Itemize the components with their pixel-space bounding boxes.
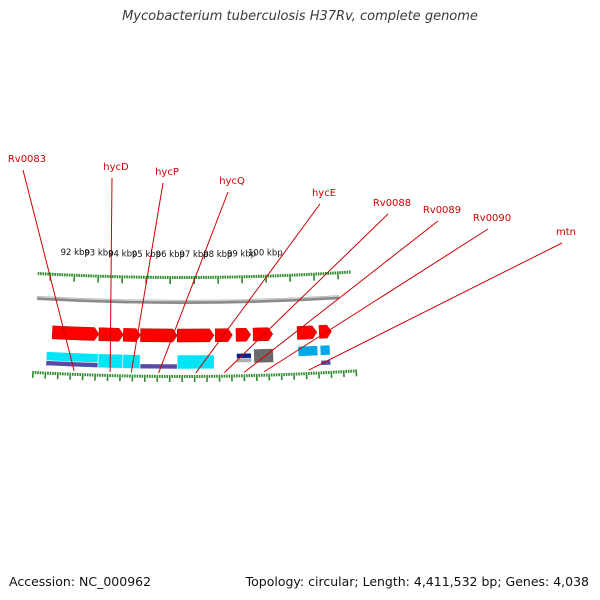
- gene-leader-line: [158, 191, 229, 374]
- gene-label-rv0083: Rv0083: [8, 154, 46, 165]
- cds-arrow-mtn: [296, 325, 318, 340]
- inner-tick-ring: [37, 270, 351, 284]
- cds-arrow-rv0083: [51, 325, 100, 341]
- gene-leader-line: [308, 242, 563, 371]
- cds-arrow-partial: [318, 324, 332, 339]
- gene-leader-line: [130, 182, 164, 373]
- gene-label-hycp: hycP: [155, 167, 179, 178]
- kbp-label: 100 kbp: [248, 249, 283, 259]
- cyan-feature: [122, 354, 141, 369]
- gray-box-feature: [253, 348, 275, 364]
- kbp-label: 94 kbp: [108, 249, 137, 259]
- kbp-label: 92 kbp: [61, 248, 90, 258]
- outer-tick-ring: [31, 369, 358, 383]
- gene-leader-line: [109, 177, 113, 373]
- map-title: Mycobacterium tuberculosis H37Rv, comple…: [122, 9, 478, 24]
- feature-tracks: [45, 324, 332, 370]
- gene-leader-line: [243, 220, 439, 373]
- blue-box-feature: [297, 345, 319, 357]
- kbp-label: 95 kbp: [132, 250, 161, 260]
- kbp-label: 96 kbp: [156, 250, 185, 260]
- gene-label-hycd: hycD: [103, 162, 129, 173]
- kbp-label: 98 kbp: [203, 250, 232, 260]
- kbp-label: 99 kbp: [227, 249, 256, 259]
- purple-feature: [45, 360, 99, 368]
- cds-arrow-hycd: [98, 327, 124, 342]
- kbp-label: 97 kbp: [179, 250, 208, 260]
- cds-arrow-hycq: [140, 328, 178, 343]
- backbone-arc: [37, 295, 340, 304]
- gene-label-rv0088: Rv0088: [373, 198, 411, 209]
- gene-leader-line: [22, 169, 75, 371]
- cyan-feature: [176, 354, 215, 370]
- gene-label-rv0089: Rv0089: [423, 205, 461, 216]
- gene-leader-line: [224, 213, 389, 374]
- gray-strip-feature: [236, 358, 252, 363]
- genome-backbone: [37, 295, 340, 304]
- kbp-label: 93 kbp: [84, 249, 113, 259]
- purple-feature: [139, 363, 178, 370]
- gene-leader-line: [195, 203, 321, 374]
- blue-box-feature: [319, 344, 331, 356]
- gene-label-rv0090: Rv0090: [473, 213, 511, 224]
- accession-label: Accession: NC_000962: [9, 574, 152, 589]
- gene-leader-line: [263, 228, 489, 373]
- gene-label-mtn: mtn: [556, 227, 576, 238]
- gene-label-hycq: hycQ: [219, 176, 245, 187]
- cds-arrow-rv0089: [235, 327, 252, 342]
- genome-summary: Topology: circular; Length: 4,411,532 bp…: [245, 574, 589, 589]
- purple-feature: [320, 359, 332, 366]
- gene-label-layer: Rv0083 hycD hycP hycQ hycE Rv0088 Rv0089 Rv0090…: [8, 154, 576, 374]
- gene-label-hyce: hycE: [312, 188, 336, 199]
- cds-arrow-hyce: [177, 328, 215, 343]
- backbone-highlight: [37, 295, 340, 302]
- cds-arrow-rv0090: [252, 327, 274, 342]
